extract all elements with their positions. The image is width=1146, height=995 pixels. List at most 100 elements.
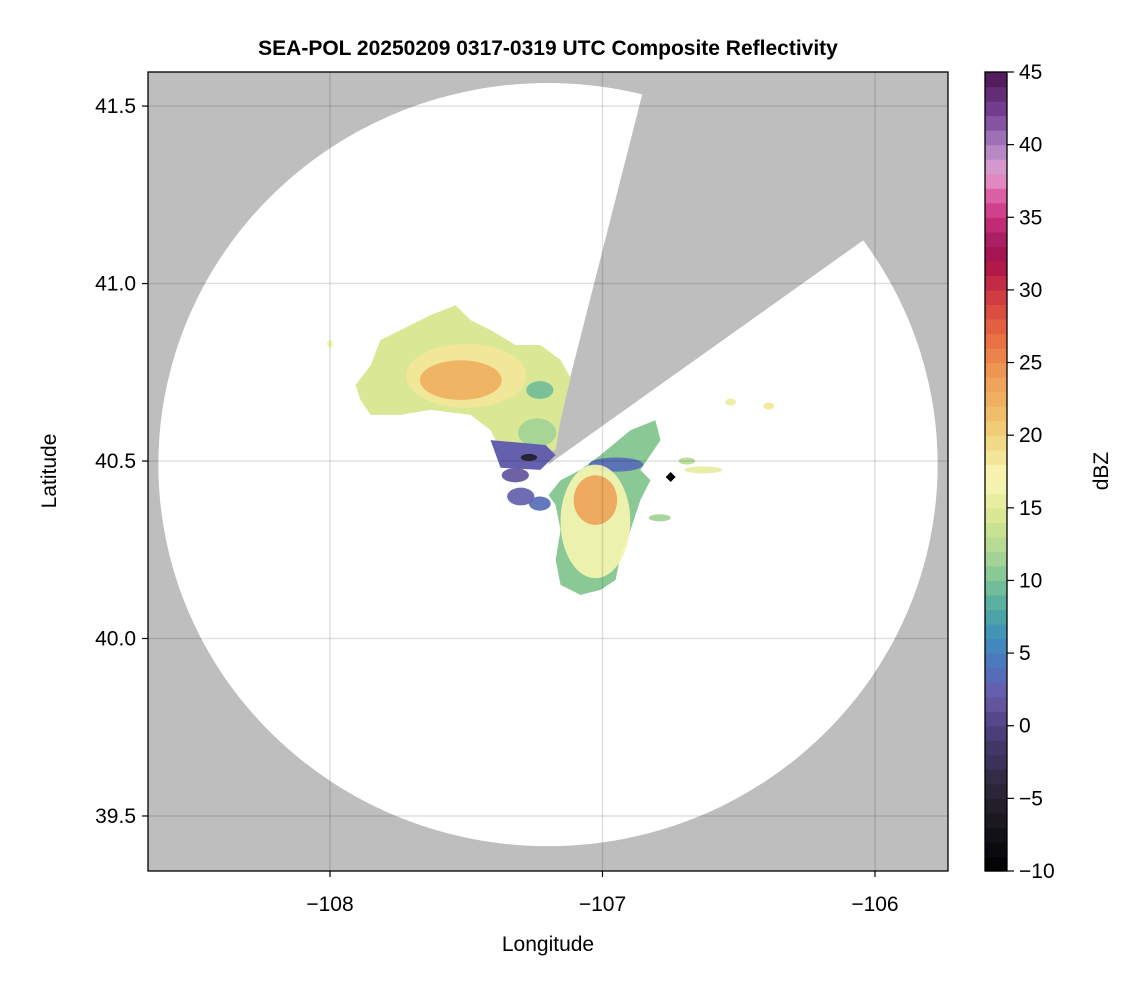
colorbar-bin bbox=[985, 159, 1007, 175]
colorbar-bin bbox=[985, 827, 1007, 843]
colorbar-bin bbox=[985, 420, 1007, 436]
x-tick-label: −106 bbox=[851, 893, 898, 916]
echo-region bbox=[490, 440, 556, 470]
gridlines bbox=[148, 72, 948, 871]
colorbar-tick-label: 35 bbox=[1019, 206, 1042, 229]
echo-cell bbox=[520, 453, 538, 462]
y-tick-label: 41.0 bbox=[95, 273, 136, 296]
colorbar-bin bbox=[985, 812, 1007, 829]
colorbar-tick-label: 30 bbox=[1019, 279, 1042, 302]
colorbar-bin bbox=[985, 449, 1007, 465]
echo-cell bbox=[648, 514, 671, 522]
colorbar-bin bbox=[985, 86, 1007, 102]
colorbar-bin bbox=[985, 130, 1007, 146]
x-tick-label: −107 bbox=[579, 893, 626, 916]
blocked-sector bbox=[548, 72, 948, 465]
colorbar-bin bbox=[985, 536, 1007, 552]
colorbar-bin bbox=[985, 231, 1007, 247]
colorbar-bin bbox=[985, 507, 1007, 523]
x-tick-label: −108 bbox=[306, 893, 353, 916]
echo-cell bbox=[501, 468, 529, 483]
colorbar-bin bbox=[985, 173, 1007, 189]
colorbar-tick-label: 45 bbox=[1019, 61, 1042, 84]
colorbar-tick-label: 40 bbox=[1019, 134, 1042, 157]
colorbar-bin bbox=[985, 72, 1007, 88]
colorbar-bin bbox=[985, 101, 1007, 117]
plot-area bbox=[158, 72, 948, 847]
echo-cell bbox=[507, 487, 535, 506]
echo-cell bbox=[518, 418, 557, 447]
y-tick-label: 40.5 bbox=[95, 450, 136, 473]
plot-frame bbox=[147, 71, 949, 872]
colorbar-bin bbox=[985, 551, 1007, 567]
colorbar-bin bbox=[985, 362, 1007, 378]
colorbar-bin bbox=[985, 304, 1007, 320]
colorbar-bin bbox=[985, 653, 1007, 669]
colorbar-bin bbox=[985, 638, 1007, 654]
colorbar-bin bbox=[985, 333, 1007, 349]
colorbar-bin bbox=[985, 493, 1007, 509]
echo-cell bbox=[763, 402, 775, 410]
echo-cell bbox=[573, 475, 618, 525]
colorbar-bin bbox=[985, 565, 1007, 582]
colorbar-bin bbox=[985, 289, 1007, 306]
colorbar-bin bbox=[985, 667, 1007, 683]
echo-cell bbox=[678, 457, 696, 465]
x-axis-label: Longitude bbox=[502, 933, 594, 956]
chart-title: SEA-POL 20250209 0317-0319 UTC Composite… bbox=[258, 37, 838, 60]
echo-cell bbox=[684, 466, 723, 474]
colorbar-bin bbox=[985, 318, 1007, 335]
colorbar-bin bbox=[985, 275, 1007, 291]
colorbar-bin bbox=[985, 682, 1007, 698]
colorbar-bin bbox=[985, 217, 1007, 233]
colorbar-bin bbox=[985, 594, 1007, 611]
echo-cell bbox=[725, 398, 737, 406]
y-axis-label: Latitude bbox=[38, 434, 61, 509]
colorbar-bin bbox=[985, 754, 1007, 770]
echo-cell bbox=[526, 381, 554, 399]
colorbar-bin bbox=[985, 246, 1007, 262]
axes: −108 −107 −106 39.5 40.0 40.5 41.0 41.5 bbox=[95, 95, 899, 916]
colorbar-bin bbox=[985, 348, 1007, 364]
colorbar-bin bbox=[985, 624, 1007, 640]
colorbar-tick-label: −5 bbox=[1019, 787, 1043, 810]
colorbar-bin bbox=[985, 406, 1007, 422]
echo-cell bbox=[419, 360, 502, 400]
colorbar-bin bbox=[985, 841, 1007, 858]
colorbar-tick-label: 0 bbox=[1019, 715, 1031, 738]
colorbar-bin bbox=[985, 478, 1007, 494]
colorbar-frame bbox=[984, 71, 1008, 872]
y-tick-label: 39.5 bbox=[95, 805, 136, 828]
colorbar-bin bbox=[985, 798, 1007, 814]
radar-site-marker bbox=[665, 472, 676, 483]
colorbar-bin bbox=[985, 464, 1007, 480]
colorbar-bin bbox=[985, 856, 1007, 872]
colorbar-bin bbox=[985, 783, 1007, 799]
echo-cell bbox=[326, 340, 334, 348]
colorbar-tick-label: 25 bbox=[1019, 352, 1042, 375]
colorbar-bin bbox=[985, 609, 1007, 625]
colorbar-bin bbox=[985, 711, 1007, 727]
colorbar-tick-label: −10 bbox=[1019, 860, 1055, 883]
colorbar-bin bbox=[985, 144, 1007, 160]
colorbar-bin bbox=[985, 260, 1007, 276]
colorbar-bin bbox=[985, 391, 1007, 407]
colorbar-bin bbox=[985, 522, 1007, 538]
colorbar-bin bbox=[985, 377, 1007, 393]
colorbar-bin bbox=[985, 580, 1007, 596]
colorbar-tick-label: 15 bbox=[1019, 497, 1042, 520]
colorbar-tick-label: 5 bbox=[1019, 642, 1031, 665]
y-tick-label: 40.0 bbox=[95, 628, 136, 651]
y-tick-label: 41.5 bbox=[95, 95, 136, 118]
colorbar-bin bbox=[985, 725, 1007, 741]
colorbar-bin bbox=[985, 769, 1007, 785]
colorbar-bin bbox=[985, 188, 1007, 204]
colorbar-tick-label: 20 bbox=[1019, 424, 1042, 447]
echo-cell bbox=[528, 496, 551, 511]
colorbar-label: dBZ bbox=[1090, 452, 1113, 491]
colorbar-bin bbox=[985, 740, 1007, 756]
colorbar-bin bbox=[985, 202, 1007, 218]
colorbar-tick-label: 10 bbox=[1019, 569, 1042, 592]
colorbar: −10 −5 0 5 10 15 20 25 30 35 40 45 bbox=[984, 61, 1055, 883]
